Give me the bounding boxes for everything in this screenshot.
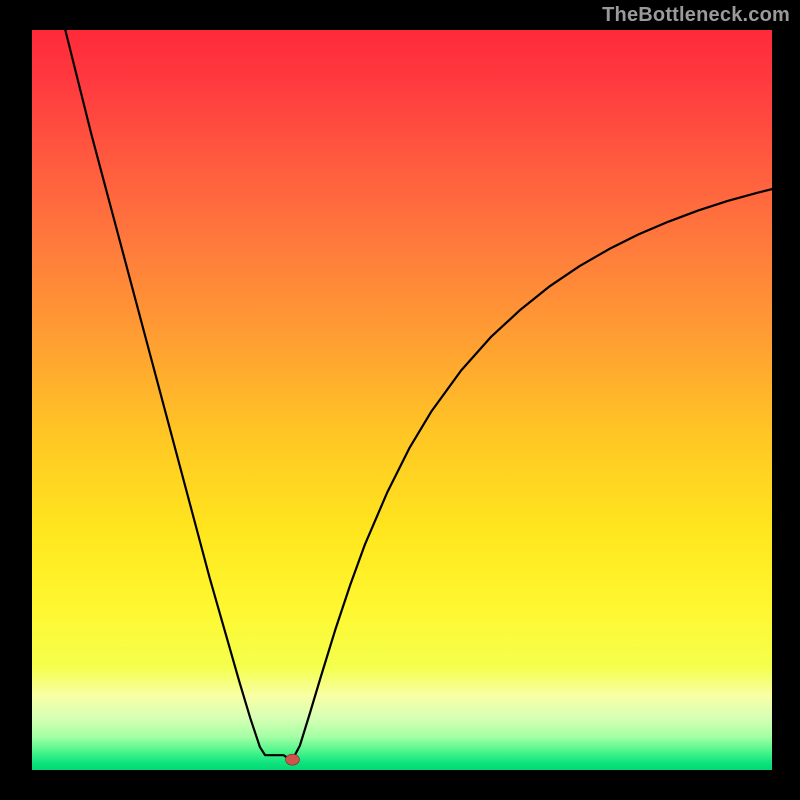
watermark-text: TheBottleneck.com [602, 4, 790, 27]
chart-svg [32, 30, 772, 770]
bottleneck-curve [65, 30, 772, 758]
optimal-point-marker [285, 754, 299, 765]
chart-container: TheBottleneck.com [0, 0, 800, 800]
plot-area [32, 30, 772, 770]
